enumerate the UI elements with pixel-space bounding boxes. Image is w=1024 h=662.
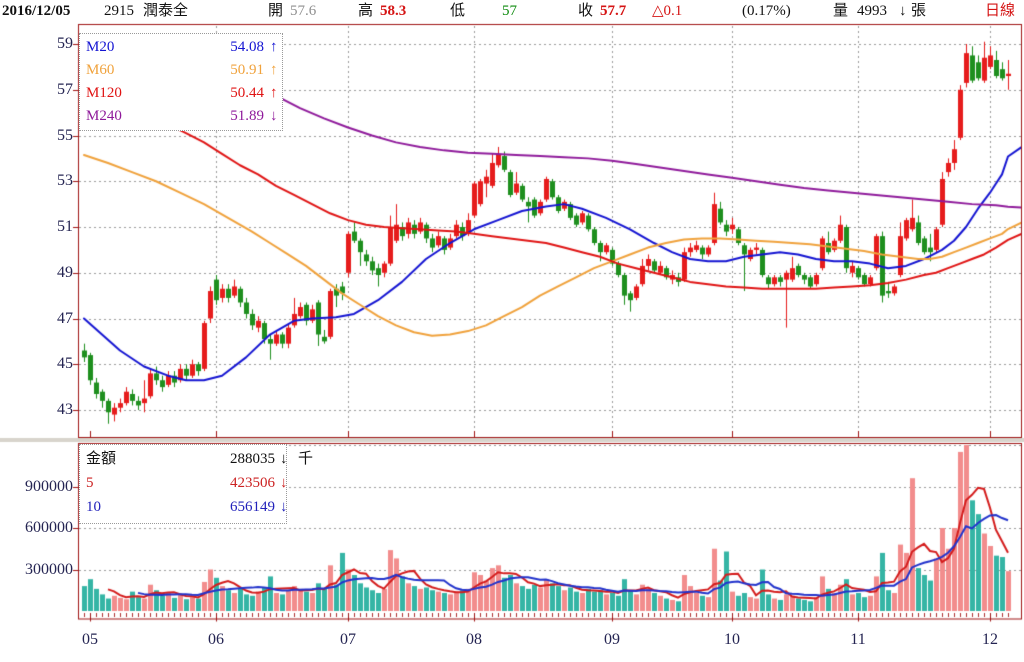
legend-row-vol-ma10: 10 656149 ↓: [80, 495, 288, 519]
legend-row-vol-ma5: 5 423506 ↓: [80, 471, 288, 495]
ma-value: 50.91: [230, 62, 264, 78]
close-value: 57.7: [600, 3, 627, 19]
stock-id: 2915: [104, 3, 134, 19]
stock-name: 潤泰全: [143, 3, 189, 19]
down-arrow-icon: ↓: [280, 475, 288, 491]
ma-name: M120: [86, 85, 122, 101]
volume-down-arrow-icon: ↓: [899, 3, 907, 19]
legend-row-m120: M120 50.44 ↑: [80, 82, 282, 105]
ma-name: M60: [86, 62, 115, 78]
month-label: 11: [850, 631, 866, 648]
price-ma-legend: M20 54.08 ↑ M60 50.91 ↑ M120 50.44 ↑ M24…: [79, 33, 283, 131]
price-tick-label: 45: [57, 355, 73, 373]
change-value: △0.1: [652, 3, 683, 19]
price-tick-label: 57: [57, 80, 73, 98]
amount-value: 288035: [230, 451, 275, 467]
ma-name: 10: [86, 499, 101, 515]
month-label: 12: [982, 631, 998, 648]
up-arrow-icon: ↑: [270, 85, 278, 101]
ma-value: 50.44: [230, 85, 264, 101]
month-label: 07: [340, 631, 356, 648]
low-value: 57: [502, 3, 517, 19]
amount-name: 金額: [86, 451, 117, 467]
price-tick-label: 55: [57, 126, 73, 144]
volume-label: 量: [833, 3, 849, 19]
volume-value: 4993: [857, 3, 887, 19]
volume-tick-label: 600000: [25, 519, 73, 536]
down-arrow-icon: ↓: [280, 499, 288, 515]
ma-value: 54.08: [230, 39, 264, 55]
price-tick-label: 59: [57, 35, 73, 52]
month-label: 06: [208, 631, 224, 648]
amount-unit: 千: [298, 451, 314, 467]
month-label: 09: [604, 631, 620, 648]
price-tick-label: 47: [57, 309, 73, 327]
volume-unit: 張: [911, 3, 927, 19]
quote-header: 2016/12/05 2915 潤泰全 開 57.6 高 58.3 低 57 收…: [0, 0, 1024, 24]
open-value: 57.6: [290, 3, 317, 19]
high-value: 58.3: [380, 3, 407, 19]
legend-row-amount: 金額 288035 ↓ 千: [80, 447, 313, 471]
volume-tick-label: 900000: [25, 477, 73, 495]
legend-row-m240: M240 51.89 ↓: [80, 105, 282, 128]
change-percent: (0.17%): [742, 3, 791, 19]
month-label: 10: [724, 631, 740, 648]
price-tick-label: 49: [57, 263, 73, 281]
up-arrow-icon: ↑: [270, 62, 278, 78]
price-tick-label: 53: [57, 172, 73, 190]
ma-name: M20: [86, 39, 115, 55]
ma-value: 51.89: [230, 108, 264, 124]
price-tick-label: 51: [57, 218, 73, 235]
price-tick-label: 43: [57, 401, 73, 418]
volume-tick-label: 300000: [25, 560, 73, 578]
high-label: 高: [358, 3, 374, 19]
period-daily-label: 日線: [985, 3, 1016, 19]
trade-date: 2016/12/05: [2, 3, 71, 19]
close-label: 收: [578, 3, 594, 19]
down-arrow-icon: ↓: [270, 108, 278, 124]
month-label: 05: [82, 631, 98, 648]
low-label: 低: [450, 3, 466, 19]
month-label: 08: [466, 631, 482, 648]
legend-row-m20: M20 54.08 ↑: [80, 36, 282, 59]
ma-name: 5: [86, 475, 94, 491]
ma-value: 656149: [230, 499, 275, 515]
open-label: 開: [268, 3, 284, 19]
legend-row-m60: M60 50.91 ↑: [80, 59, 282, 82]
up-arrow-icon: ↑: [270, 39, 278, 55]
volume-legend: 金額 288035 ↓ 千 5 423506 ↓ 10 656149 ↓: [79, 444, 313, 524]
down-arrow-icon: ↓: [280, 451, 288, 467]
ma-name: M240: [86, 108, 122, 124]
ma-value: 423506: [230, 475, 275, 491]
